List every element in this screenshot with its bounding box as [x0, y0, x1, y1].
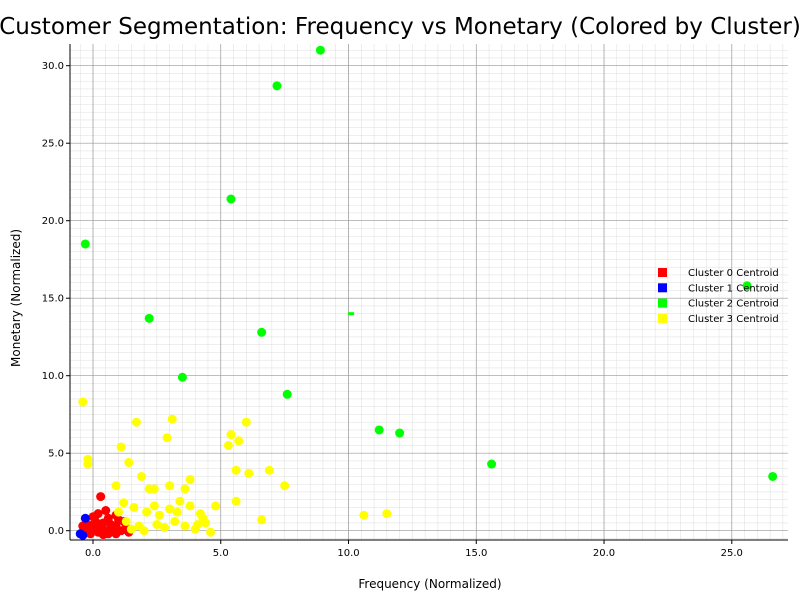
x-tick-label: 0.0 — [85, 548, 101, 559]
cluster-2-point — [742, 281, 752, 291]
cluster-3-point — [165, 481, 175, 491]
legend-swatch — [658, 268, 667, 277]
cluster-3-point — [116, 442, 126, 452]
cluster-0-point — [85, 529, 95, 539]
y-axis-title: Monetary (Normalized) — [9, 229, 23, 367]
legend-swatch — [658, 298, 667, 308]
cluster-2-point — [374, 425, 384, 435]
cluster-0-point — [98, 530, 108, 540]
cluster-3-point — [185, 501, 195, 511]
cluster-3-point — [175, 496, 185, 506]
y-tick-label: 0.0 — [48, 526, 64, 537]
chart-title: Customer Segmentation: Frequency vs Mone… — [0, 14, 800, 40]
cluster-2-point — [315, 45, 325, 55]
cluster-3-point — [149, 501, 159, 511]
cluster-3-point — [226, 430, 236, 440]
y-tick-label: 20.0 — [42, 216, 64, 227]
x-tick-label: 10.0 — [337, 548, 359, 559]
axes: 0.0 5.0 10.0 15.0 20.0 25.0 0.0 5.0 10.0 15.0 20.0… — [42, 44, 788, 559]
cluster-3-point — [211, 501, 221, 511]
cluster-3-point — [126, 524, 136, 534]
cluster-2-point — [144, 313, 154, 323]
grid — [70, 44, 788, 540]
cluster-3-point — [152, 520, 162, 529]
cluster-3-point — [231, 465, 241, 475]
cluster-3-point — [257, 515, 267, 525]
cluster-3-point — [121, 516, 131, 526]
y-tick-label: 15.0 — [42, 294, 64, 305]
cluster-2-point — [257, 327, 267, 337]
cluster-2-point — [487, 459, 497, 469]
cluster-2-point — [272, 81, 282, 91]
cluster-3-point — [180, 521, 190, 531]
legend-swatch — [658, 313, 667, 323]
cluster-3-point — [119, 498, 129, 508]
cluster-3-point — [160, 523, 170, 533]
legend-label: Cluster 3 Centroid — [688, 314, 779, 325]
cluster-2-point — [226, 194, 236, 204]
cluster-3-point — [167, 414, 177, 424]
cluster-2-point — [282, 389, 292, 399]
data-points — [75, 45, 778, 540]
x-tick-label: 20.0 — [593, 548, 615, 559]
cluster-3-point — [170, 516, 180, 526]
cluster-0-point — [101, 506, 111, 516]
cluster-1-point — [80, 513, 90, 523]
cluster-3-point — [244, 468, 254, 478]
legend-label: Cluster 0 Centroid — [688, 268, 779, 279]
cluster-3-point — [382, 509, 392, 519]
cluster-2-centroid-marker — [348, 312, 355, 316]
x-axis-title: Frequency (Normalized) — [358, 577, 501, 591]
cluster-3-point — [231, 496, 241, 506]
cluster-2-point — [768, 471, 778, 481]
legend-label: Cluster 1 Centroid — [688, 283, 779, 294]
cluster-3-point — [180, 484, 190, 494]
cluster-3-point — [154, 510, 164, 520]
cluster-3-point — [185, 475, 195, 485]
cluster-3-point — [200, 518, 210, 528]
cluster-0-point — [111, 529, 121, 539]
cluster-3-point — [193, 520, 203, 529]
legend-label: Cluster 2 Centroid — [688, 299, 779, 310]
x-tick-label: 15.0 — [465, 548, 487, 559]
cluster-3-point — [129, 502, 139, 512]
x-tick-label: 5.0 — [213, 548, 229, 559]
cluster-3-point — [172, 507, 182, 517]
cluster-3-point — [137, 471, 147, 481]
cluster-3-point — [241, 417, 251, 427]
cluster-2-point — [80, 239, 90, 249]
y-tick-label: 25.0 — [42, 139, 64, 150]
cluster-3-point — [142, 507, 152, 517]
cluster-0-point — [96, 492, 106, 502]
cluster-3-point — [206, 527, 216, 537]
cluster-3-point — [114, 507, 124, 517]
cluster-3-point — [195, 509, 205, 519]
cluster-3-point — [223, 440, 233, 450]
legend-swatch — [658, 283, 667, 293]
cluster-3-point — [131, 417, 141, 427]
cluster-3-point — [78, 397, 88, 407]
cluster-3-point — [139, 526, 149, 536]
cluster-3-point — [359, 510, 369, 520]
cluster-3-point — [165, 504, 175, 514]
y-tick-label: 5.0 — [48, 449, 64, 460]
cluster-2-point — [395, 428, 405, 438]
cluster-3-point — [234, 436, 244, 446]
cluster-2-point — [177, 372, 187, 382]
legend: Cluster 0 Centroid Cluster 1 Centroid Clus… — [658, 268, 779, 325]
cluster-3-point — [83, 459, 93, 469]
cluster-3-point — [111, 481, 121, 491]
cluster-1-point — [78, 530, 88, 540]
x-tick-label: 25.0 — [721, 548, 743, 559]
y-tick-label: 10.0 — [42, 371, 64, 382]
y-tick-label: 30.0 — [42, 61, 64, 72]
cluster-3-point — [144, 484, 154, 494]
cluster-3-point — [264, 465, 274, 475]
cluster-3-point — [162, 433, 172, 443]
cluster-3-point — [280, 481, 290, 491]
cluster-3-point — [124, 458, 134, 467]
